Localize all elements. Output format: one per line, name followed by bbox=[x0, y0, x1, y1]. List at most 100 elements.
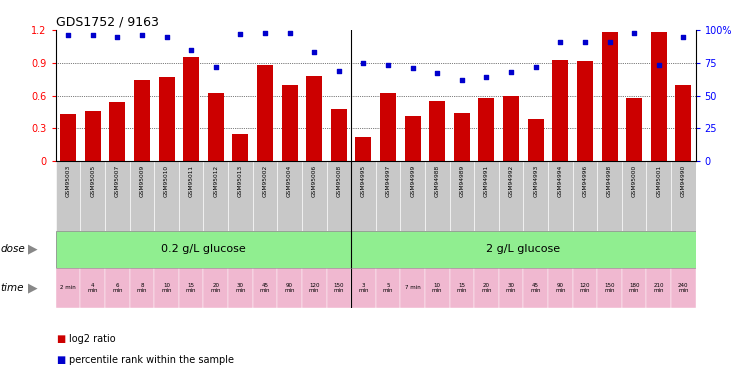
Point bbox=[333, 68, 344, 74]
Point bbox=[62, 32, 74, 38]
Bar bbox=[302, 161, 327, 231]
Bar bbox=[351, 231, 696, 268]
Bar bbox=[253, 161, 278, 231]
Bar bbox=[327, 161, 351, 231]
Text: 30
min: 30 min bbox=[506, 283, 516, 293]
Text: 4
min: 4 min bbox=[88, 283, 98, 293]
Bar bbox=[85, 111, 100, 161]
Point bbox=[210, 64, 222, 70]
Bar bbox=[622, 268, 647, 308]
Bar bbox=[548, 161, 573, 231]
Text: 45
min: 45 min bbox=[260, 283, 270, 293]
Bar bbox=[474, 268, 498, 308]
Point bbox=[382, 62, 394, 68]
Text: 120
min: 120 min bbox=[309, 283, 319, 293]
Text: GSM95013: GSM95013 bbox=[238, 165, 243, 197]
Point bbox=[234, 31, 246, 37]
Bar bbox=[498, 161, 523, 231]
Text: percentile rank within the sample: percentile rank within the sample bbox=[69, 355, 234, 365]
Bar bbox=[676, 85, 691, 161]
Bar bbox=[331, 109, 347, 161]
Text: GSM94996: GSM94996 bbox=[583, 165, 588, 197]
Text: 3
min: 3 min bbox=[358, 283, 369, 293]
Bar bbox=[232, 134, 248, 161]
Point bbox=[505, 69, 517, 75]
Point bbox=[87, 32, 99, 38]
Text: 210
min: 210 min bbox=[653, 283, 664, 293]
Bar bbox=[380, 93, 396, 161]
Bar bbox=[527, 118, 544, 161]
Text: GSM95005: GSM95005 bbox=[90, 165, 95, 197]
Text: 45
min: 45 min bbox=[530, 283, 541, 293]
Point bbox=[308, 50, 320, 55]
Bar bbox=[671, 161, 696, 231]
Text: GSM94993: GSM94993 bbox=[533, 165, 538, 197]
Text: ▶: ▶ bbox=[28, 243, 38, 256]
Bar bbox=[80, 161, 105, 231]
Bar bbox=[327, 268, 351, 308]
Bar bbox=[651, 32, 667, 161]
Bar bbox=[154, 161, 179, 231]
Bar bbox=[597, 268, 622, 308]
Bar bbox=[552, 60, 568, 161]
Text: GSM95010: GSM95010 bbox=[164, 165, 169, 197]
Text: 150
min: 150 min bbox=[333, 283, 344, 293]
Text: GSM94995: GSM94995 bbox=[361, 165, 366, 197]
Text: 5
min: 5 min bbox=[382, 283, 394, 293]
Text: 150
min: 150 min bbox=[604, 283, 615, 293]
Point bbox=[185, 47, 197, 53]
Text: 240
min: 240 min bbox=[678, 283, 689, 293]
Bar bbox=[129, 268, 154, 308]
Point bbox=[579, 39, 591, 45]
Bar bbox=[278, 268, 302, 308]
Bar bbox=[56, 161, 80, 231]
Bar bbox=[278, 161, 302, 231]
Bar bbox=[376, 268, 400, 308]
Bar bbox=[56, 268, 80, 308]
Bar bbox=[307, 76, 322, 161]
Text: GSM94999: GSM94999 bbox=[410, 165, 415, 197]
Text: 120
min: 120 min bbox=[580, 283, 590, 293]
Bar bbox=[577, 61, 593, 161]
Bar bbox=[105, 161, 129, 231]
Bar bbox=[573, 268, 597, 308]
Bar bbox=[179, 268, 203, 308]
Text: ▶: ▶ bbox=[28, 281, 38, 294]
Bar bbox=[154, 268, 179, 308]
Text: 2 min: 2 min bbox=[60, 285, 76, 290]
Text: GSM95007: GSM95007 bbox=[115, 165, 120, 197]
Text: GSM94991: GSM94991 bbox=[484, 165, 489, 197]
Text: 15
min: 15 min bbox=[457, 283, 467, 293]
Text: ■: ■ bbox=[56, 355, 65, 365]
Point bbox=[432, 70, 443, 76]
Bar bbox=[105, 268, 129, 308]
Text: 0.2 g/L glucose: 0.2 g/L glucose bbox=[161, 244, 246, 254]
Bar bbox=[253, 268, 278, 308]
Point bbox=[481, 74, 493, 80]
Text: GSM94994: GSM94994 bbox=[558, 165, 562, 197]
Bar bbox=[109, 102, 125, 161]
Point bbox=[112, 34, 124, 40]
Bar bbox=[400, 268, 425, 308]
Text: GSM94992: GSM94992 bbox=[509, 165, 513, 197]
Text: GSM95011: GSM95011 bbox=[189, 165, 193, 197]
Text: GSM95000: GSM95000 bbox=[632, 165, 637, 197]
Bar bbox=[179, 161, 203, 231]
Text: GDS1752 / 9163: GDS1752 / 9163 bbox=[56, 16, 158, 29]
Bar bbox=[454, 113, 470, 161]
Bar bbox=[573, 161, 597, 231]
Bar bbox=[281, 85, 298, 161]
Bar bbox=[351, 161, 376, 231]
Text: GSM95004: GSM95004 bbox=[287, 165, 292, 197]
Point bbox=[530, 64, 542, 70]
Text: GSM95012: GSM95012 bbox=[214, 165, 218, 197]
Bar bbox=[478, 98, 495, 161]
Point bbox=[136, 32, 148, 38]
Bar bbox=[449, 268, 474, 308]
Text: time: time bbox=[1, 283, 25, 293]
Bar bbox=[257, 65, 273, 161]
Text: 180
min: 180 min bbox=[629, 283, 639, 293]
Text: 20
min: 20 min bbox=[211, 283, 221, 293]
Text: 90
min: 90 min bbox=[284, 283, 295, 293]
Bar bbox=[626, 98, 642, 161]
